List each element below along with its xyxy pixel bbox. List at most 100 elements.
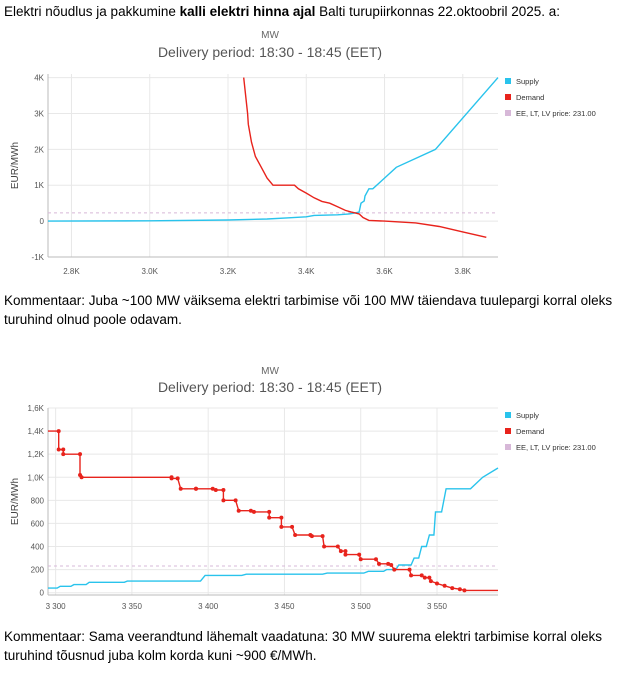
x-tick-label: 2,8K bbox=[63, 267, 80, 274]
demand-point bbox=[56, 447, 61, 452]
demand-point bbox=[450, 586, 455, 591]
chart-subtitle: Delivery period: 18:30 - 18:45 (EET) bbox=[158, 44, 382, 60]
chart-subtitle: Delivery period: 18:30 - 18:45 (EET) bbox=[158, 379, 382, 395]
supply-line bbox=[47, 77, 499, 222]
x-tick-label: 3 450 bbox=[274, 602, 295, 611]
y-tick-label: -1K bbox=[32, 253, 45, 262]
intro-text-2: Balti turupiirkonnas 22.oktoobril 2025. … bbox=[315, 4, 561, 19]
y-tick-label: 0 bbox=[40, 217, 45, 226]
demand-point bbox=[221, 487, 226, 492]
legend-label: Supply bbox=[516, 77, 539, 86]
y-tick-label: 1,0K bbox=[28, 473, 45, 482]
demand-point bbox=[377, 561, 382, 566]
intro-text-1: Elektri nõudlus ja pakkumine bbox=[4, 4, 180, 19]
legend-label: Demand bbox=[516, 427, 544, 436]
demand-point bbox=[175, 476, 180, 481]
y-tick-label: 1,2K bbox=[28, 450, 45, 459]
legend-label: EE, LT, LV price: 231.00 bbox=[516, 109, 596, 118]
y-axis-label: EUR/MWh bbox=[10, 478, 21, 525]
demand-point bbox=[79, 475, 84, 480]
demand-point bbox=[462, 588, 467, 593]
demand-point bbox=[322, 544, 327, 549]
intro-text-bold: kalli elektri hinna ajal bbox=[179, 4, 316, 19]
demand-point bbox=[428, 579, 433, 584]
demand-point bbox=[178, 486, 183, 491]
demand-point bbox=[320, 534, 325, 539]
legend-swatch bbox=[505, 94, 511, 100]
demand-point bbox=[357, 552, 362, 557]
demand-point bbox=[169, 476, 174, 481]
legend-label: Demand bbox=[516, 93, 544, 102]
demand-point bbox=[392, 567, 397, 572]
demand-point bbox=[61, 447, 66, 452]
x-tick-label: 3 300 bbox=[46, 602, 67, 611]
legend-label: EE, LT, LV price: 231.00 bbox=[516, 443, 596, 452]
x-tick-label: 3 350 bbox=[122, 602, 143, 611]
demand-point bbox=[407, 567, 412, 572]
y-tick-label: 1,6K bbox=[28, 404, 45, 413]
demand-point bbox=[78, 452, 83, 457]
chart-2-svg: MW Delivery period: 18:30 - 18:45 (EET) 0 2… bbox=[10, 366, 596, 611]
demand-point bbox=[233, 498, 238, 503]
x-tick-label: 3,6K bbox=[376, 267, 393, 274]
demand-point bbox=[309, 534, 314, 539]
legend-swatch bbox=[505, 110, 511, 116]
demand-point bbox=[419, 573, 424, 578]
comment-2: Kommentaar: Sama veerandtund lähemalt va… bbox=[4, 629, 603, 663]
y-tick-label: 3K bbox=[34, 109, 44, 118]
demand-point bbox=[267, 515, 272, 520]
demand-point bbox=[386, 561, 391, 566]
demand-point bbox=[290, 524, 295, 529]
demand-point bbox=[358, 557, 363, 562]
demand-point bbox=[56, 429, 61, 434]
demand-point bbox=[248, 508, 253, 513]
demand-point bbox=[389, 562, 394, 567]
legend-swatch bbox=[505, 412, 511, 418]
y-tick-label: 800 bbox=[31, 496, 45, 505]
y-tick-label: 4K bbox=[34, 74, 44, 83]
demand-point bbox=[457, 587, 462, 592]
demand-point bbox=[279, 515, 284, 520]
demand-point bbox=[279, 524, 284, 529]
demand-point bbox=[422, 575, 427, 580]
x-tick-label: 3 400 bbox=[198, 602, 219, 611]
legend-swatch bbox=[505, 444, 511, 450]
demand-point bbox=[373, 557, 378, 562]
demand-point bbox=[251, 509, 256, 514]
demand-point bbox=[434, 581, 439, 586]
x-tick-label: 3,4K bbox=[298, 267, 315, 274]
demand-point bbox=[213, 487, 218, 492]
y-tick-label: 200 bbox=[31, 566, 45, 575]
demand-line bbox=[243, 77, 487, 238]
intro-paragraph: Elektri nõudlus ja pakkumine kalli elekt… bbox=[4, 2, 616, 21]
demand-point bbox=[335, 544, 340, 549]
x-tick-label: 3 500 bbox=[351, 602, 372, 611]
chart-1: MW Delivery period: 18:30 - 18:45 (EET) -1… bbox=[0, 24, 619, 274]
demand-point bbox=[267, 509, 272, 514]
demand-point bbox=[193, 486, 198, 491]
legend-label: Supply bbox=[516, 411, 539, 420]
y-tick-label: 1K bbox=[34, 181, 44, 190]
y-tick-label: 600 bbox=[31, 519, 45, 528]
x-tick-label: 3 550 bbox=[427, 602, 448, 611]
demand-point bbox=[343, 552, 348, 557]
demand-point bbox=[427, 575, 432, 580]
x-tick-label: 3,8K bbox=[455, 267, 472, 274]
demand-point bbox=[409, 573, 414, 578]
legend-swatch bbox=[505, 428, 511, 434]
chart-title: MW bbox=[261, 30, 279, 41]
demand-point bbox=[293, 532, 298, 537]
y-axis-label: EUR/MWh bbox=[10, 142, 21, 189]
demand-point bbox=[343, 549, 348, 554]
demand-point bbox=[442, 583, 447, 588]
y-tick-label: 2K bbox=[34, 145, 44, 154]
chart-1-svg: MW Delivery period: 18:30 - 18:45 (EET) -1… bbox=[10, 30, 596, 274]
comment-1: Kommentaar: Juba ~100 MW väiksema elektr… bbox=[4, 293, 613, 327]
demand-point bbox=[236, 508, 241, 513]
x-tick-label: 3,2K bbox=[220, 267, 237, 274]
chart-2: MW Delivery period: 18:30 - 18:45 (EET) 0 2… bbox=[0, 362, 619, 617]
chart-title: MW bbox=[261, 366, 279, 377]
demand-point bbox=[338, 549, 343, 554]
demand-point bbox=[61, 452, 66, 457]
x-tick-label: 3,0K bbox=[142, 267, 159, 274]
